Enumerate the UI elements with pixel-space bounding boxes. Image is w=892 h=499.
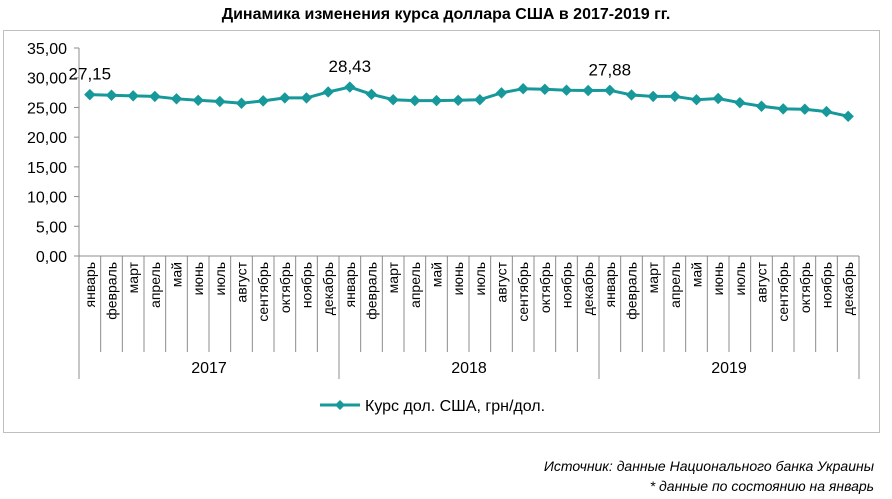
x-tick-label: август	[754, 261, 770, 302]
x-tick-label: февраль	[624, 262, 640, 320]
y-tick-label: 35,00	[27, 41, 67, 58]
data-point	[842, 110, 854, 123]
x-tick-label: январь	[342, 262, 358, 307]
x-tick-label: март	[385, 261, 401, 293]
data-point	[257, 95, 269, 107]
x-tick-label: июль	[212, 262, 228, 295]
y-tick-label: 15,00	[27, 160, 67, 177]
y-tick-label: 25,00	[27, 100, 67, 117]
x-tick-label: октябрь	[797, 262, 813, 313]
x-tick-label: март	[125, 261, 141, 293]
data-point	[539, 83, 551, 96]
x-tick-label: июль	[732, 262, 748, 295]
x-tick-label: февраль	[364, 262, 380, 320]
data-point	[560, 84, 573, 96]
x-tick-label: август	[494, 261, 510, 302]
x-tick-label: декабрь	[320, 262, 336, 315]
data-point	[712, 92, 724, 105]
legend-label: Курс дол. США, грн/дол.	[365, 398, 545, 415]
data-point	[322, 86, 334, 98]
x-tick-label: сентябрь	[255, 262, 271, 322]
x-tick-label: ноябрь	[299, 262, 315, 308]
data-point	[690, 93, 703, 106]
x-tick-label: ноябрь	[559, 262, 575, 308]
data-point	[777, 103, 789, 115]
x-tick-label: май	[169, 262, 185, 287]
data-point	[344, 81, 356, 93]
x-tick-label: сентябрь	[515, 262, 531, 322]
x-tick-label: март	[645, 261, 661, 293]
year-label: 2018	[451, 360, 487, 377]
chart-title: Динамика изменения курса доллара США в 2…	[221, 6, 671, 23]
x-tick-label: август	[234, 261, 250, 302]
data-point	[235, 97, 248, 109]
data-point	[517, 83, 529, 95]
y-tick-label: 5,00	[36, 219, 67, 236]
chart-frame	[3, 30, 880, 433]
x-tick-label: декабрь	[580, 262, 596, 315]
x-tick-label: октябрь	[277, 262, 293, 313]
data-point	[452, 94, 464, 107]
series-line	[89, 85, 849, 118]
x-tick-label: май	[429, 262, 445, 287]
x-tick-label: январь	[82, 262, 98, 307]
y-tick-label: 30,00	[27, 71, 67, 88]
x-tick-label: июнь	[450, 262, 466, 295]
data-point	[799, 103, 811, 115]
x-tick-label: январь	[602, 262, 618, 307]
data-point	[84, 88, 96, 101]
y-tick-label: 10,00	[27, 190, 67, 207]
data-point	[127, 90, 139, 102]
x-tick-label: апрель	[407, 262, 423, 308]
data-point	[669, 90, 681, 103]
y-tick-label: 0,00	[36, 249, 67, 266]
x-tick-label: ноябрь	[819, 262, 835, 308]
data-point	[279, 92, 291, 104]
x-tick-label: апрель	[147, 262, 163, 308]
x-tick-label: июль	[472, 262, 488, 295]
source-note: Источник: данные Национального банка Укр…	[543, 458, 874, 474]
data-label: 28,43	[329, 57, 372, 76]
data-point	[734, 96, 746, 109]
data-point	[495, 87, 508, 99]
data-point	[430, 94, 443, 107]
data-point	[474, 93, 486, 106]
data-point	[647, 90, 659, 103]
legend-marker	[335, 400, 345, 410]
x-tick-label: сентябрь	[775, 262, 791, 322]
footnote: * данные по состоянию на январь	[649, 478, 874, 494]
x-tick-label: июнь	[190, 262, 206, 295]
year-label: 2017	[191, 360, 227, 377]
y-tick-label: 20,00	[27, 130, 67, 147]
data-point	[582, 84, 594, 97]
data-point	[820, 105, 833, 118]
x-tick-label: февраль	[104, 262, 120, 320]
data-point	[214, 95, 226, 108]
x-tick-label: июнь	[710, 262, 726, 295]
data-point	[409, 94, 421, 107]
data-point	[105, 89, 118, 101]
data-point	[192, 94, 204, 107]
data-point	[604, 84, 616, 97]
data-point	[300, 92, 313, 104]
data-point	[149, 90, 161, 103]
data-point	[755, 100, 768, 112]
x-tick-label: декабрь	[840, 262, 856, 315]
x-tick-label: апрель	[667, 262, 683, 308]
year-label: 2019	[711, 360, 747, 377]
data-point	[170, 93, 183, 105]
data-point	[365, 88, 378, 101]
data-point	[387, 93, 399, 106]
data-point	[625, 89, 638, 101]
x-tick-label: май	[689, 262, 705, 287]
x-tick-label: октябрь	[537, 262, 553, 313]
data-label: 27,88	[589, 60, 632, 79]
data-label: 27,15	[69, 65, 112, 84]
